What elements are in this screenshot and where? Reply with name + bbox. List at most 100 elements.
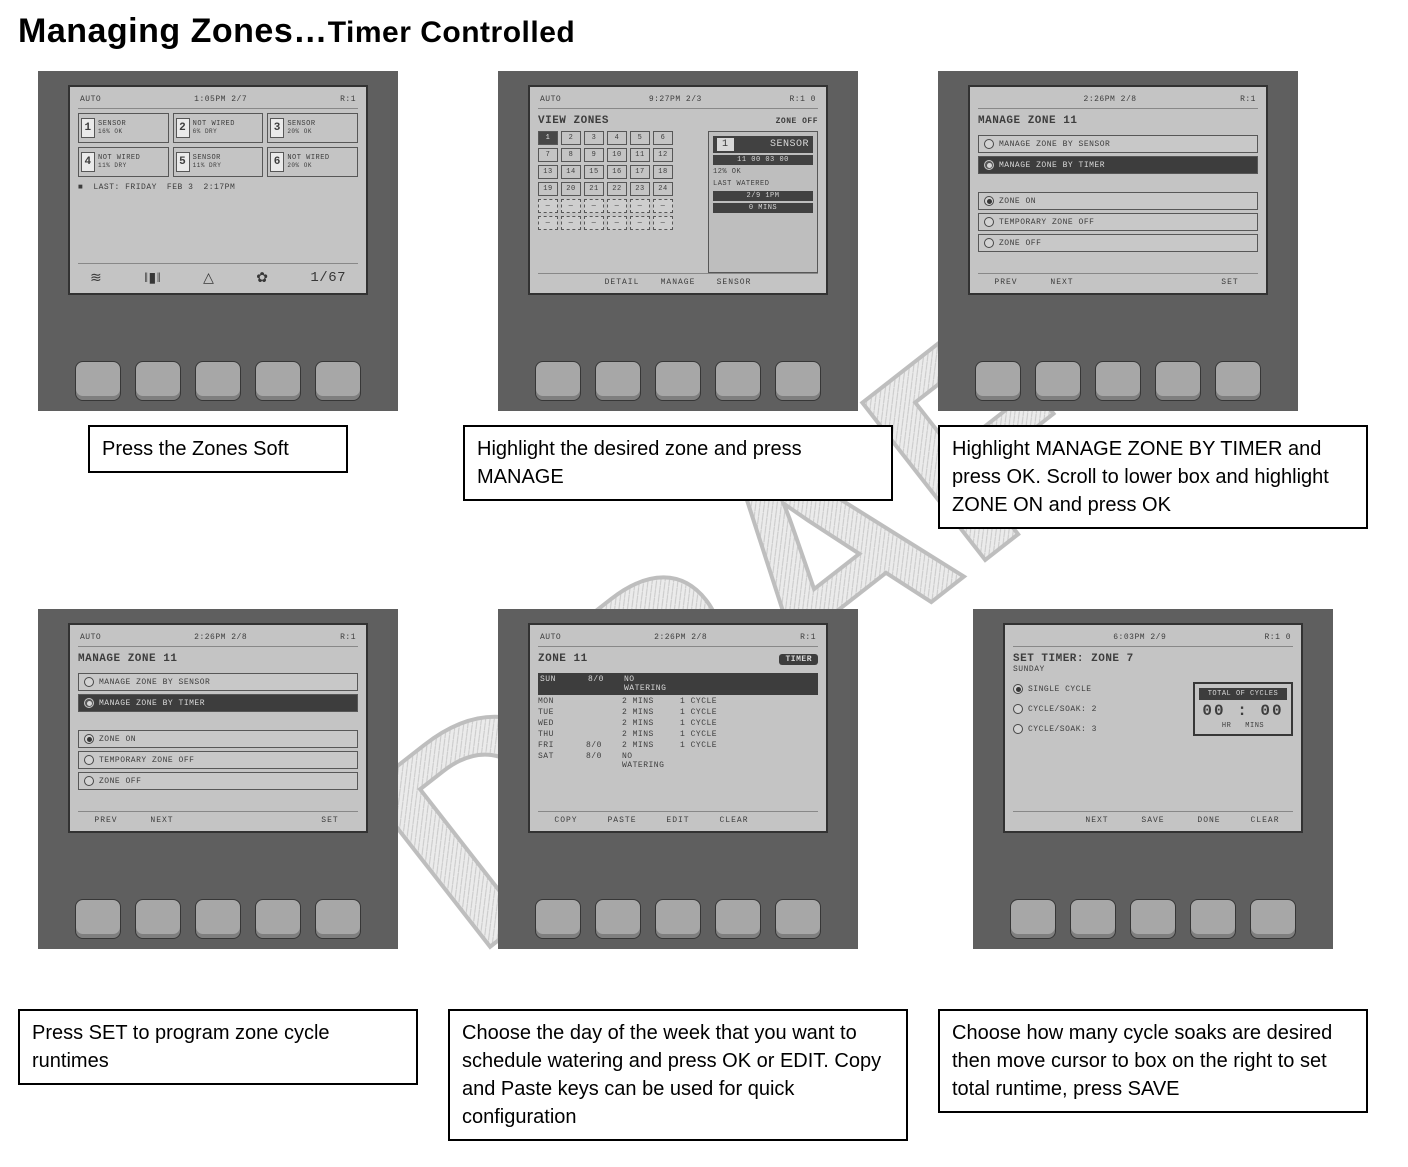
zone-cell[interactable]: 7 <box>538 148 558 162</box>
hardware-button[interactable] <box>715 361 761 401</box>
footer-icon[interactable]: ✿ <box>256 270 268 287</box>
zone-tile[interactable]: 1SENSOR16% OK <box>78 113 169 143</box>
zone-tile[interactable]: 3SENSOR20% OK <box>267 113 358 143</box>
hardware-button[interactable] <box>1155 361 1201 401</box>
hardware-button[interactable] <box>135 899 181 939</box>
zone-cell[interactable]: 22 <box>607 182 627 196</box>
cycle-option[interactable]: SINGLE CYCLE <box>1013 682 1183 696</box>
hardware-button[interactable] <box>595 899 641 939</box>
hardware-button[interactable] <box>535 899 581 939</box>
hardware-button[interactable] <box>1070 899 1116 939</box>
hardware-button[interactable] <box>1215 361 1261 401</box>
zone-cell[interactable]: 21 <box>584 182 604 196</box>
schedule-header[interactable]: SUN8/0NO WATERING <box>538 673 818 695</box>
hardware-button[interactable] <box>775 899 821 939</box>
zone-tile[interactable]: 6NOT WIRED20% OK <box>267 147 358 177</box>
zone-cell[interactable]: 2 <box>561 131 581 145</box>
schedule-row[interactable]: FRI8/02 MINS1 CYCLE <box>538 741 818 750</box>
manage-item[interactable]: ZONE ON <box>978 192 1258 210</box>
manage-item[interactable]: TEMPORARY ZONE OFF <box>78 751 358 769</box>
zone-cell[interactable]: 8 <box>561 148 581 162</box>
manage-item[interactable]: ZONE OFF <box>78 772 358 790</box>
zone-cell[interactable]: 12 <box>653 148 673 162</box>
hardware-button[interactable] <box>255 361 301 401</box>
hardware-button[interactable] <box>195 361 241 401</box>
footer-icon[interactable]: 1/67 <box>310 270 346 287</box>
hardware-button[interactable] <box>195 899 241 939</box>
hardware-button[interactable] <box>595 361 641 401</box>
hardware-button[interactable] <box>315 361 361 401</box>
softkey-label[interactable]: MANAGE <box>650 278 706 287</box>
softkey-label[interactable]: COPY <box>538 816 594 825</box>
hardware-button[interactable] <box>1190 899 1236 939</box>
hardware-button[interactable] <box>315 899 361 939</box>
zone-cell[interactable]: 23 <box>630 182 650 196</box>
schedule-row[interactable]: WED2 MINS1 CYCLE <box>538 719 818 728</box>
softkey-label[interactable]: DETAIL <box>594 278 650 287</box>
hardware-button[interactable] <box>1095 361 1141 401</box>
hardware-button[interactable] <box>655 361 701 401</box>
footer-icon[interactable]: ≋ <box>90 270 102 287</box>
manage-item[interactable]: MANAGE ZONE BY TIMER <box>978 156 1258 174</box>
zone-cell[interactable]: 24 <box>653 182 673 196</box>
softkey-label[interactable]: NEXT <box>134 816 190 825</box>
zone-cell[interactable]: 1 <box>538 131 558 145</box>
hardware-button[interactable] <box>1035 361 1081 401</box>
zone-cell[interactable]: 20 <box>561 182 581 196</box>
softkey-label[interactable]: PASTE <box>594 816 650 825</box>
hardware-button[interactable] <box>975 361 1021 401</box>
softkey-label[interactable]: NEXT <box>1034 278 1090 287</box>
hardware-button[interactable] <box>715 899 761 939</box>
hardware-button[interactable] <box>535 361 581 401</box>
zone-cell[interactable]: 4 <box>607 131 627 145</box>
softkey-label[interactable]: SET <box>1202 278 1258 287</box>
softkey-label[interactable]: NEXT <box>1069 816 1125 825</box>
hardware-button[interactable] <box>255 899 301 939</box>
zone-cell[interactable]: 3 <box>584 131 604 145</box>
softkey-label[interactable]: PREV <box>978 278 1034 287</box>
hardware-button[interactable] <box>1010 899 1056 939</box>
hardware-button[interactable] <box>1250 899 1296 939</box>
zone-cell[interactable]: 14 <box>561 165 581 179</box>
softkey-label[interactable]: CLEAR <box>1237 816 1293 825</box>
schedule-row[interactable]: SAT8/0NO WATERING <box>538 752 818 770</box>
zone-cell[interactable]: 6 <box>653 131 673 145</box>
hardware-button[interactable] <box>75 899 121 939</box>
zone-cell[interactable]: 11 <box>630 148 650 162</box>
softkey-label[interactable]: SAVE <box>1125 816 1181 825</box>
cycle-option[interactable]: CYCLE/SOAK: 2 <box>1013 702 1183 716</box>
zone-tile[interactable]: 5SENSOR11% DRY <box>173 147 264 177</box>
zone-cell[interactable]: 9 <box>584 148 604 162</box>
manage-item[interactable]: TEMPORARY ZONE OFF <box>978 213 1258 231</box>
zone-cell[interactable]: 17 <box>630 165 650 179</box>
softkey-label[interactable]: DONE <box>1181 816 1237 825</box>
zone-cell[interactable]: 13 <box>538 165 558 179</box>
manage-item[interactable]: ZONE ON <box>78 730 358 748</box>
softkey-label[interactable]: PREV <box>78 816 134 825</box>
total-time-box[interactable]: TOTAL OF CYCLES00 : 00HRMINS <box>1193 682 1293 736</box>
hardware-button[interactable] <box>75 361 121 401</box>
cycle-option[interactable]: CYCLE/SOAK: 3 <box>1013 722 1183 736</box>
schedule-row[interactable]: THU2 MINS1 CYCLE <box>538 730 818 739</box>
schedule-row[interactable]: MON2 MINS1 CYCLE <box>538 697 818 706</box>
zone-tile[interactable]: 2NOT WIRED6% DRY <box>173 113 264 143</box>
footer-icon[interactable]: △ <box>203 270 214 287</box>
zone-cell[interactable]: 16 <box>607 165 627 179</box>
manage-item[interactable]: MANAGE ZONE BY TIMER <box>78 694 358 712</box>
zone-cell[interactable]: 18 <box>653 165 673 179</box>
manage-item[interactable]: MANAGE ZONE BY SENSOR <box>978 135 1258 153</box>
hardware-button[interactable] <box>655 899 701 939</box>
softkey-label[interactable]: EDIT <box>650 816 706 825</box>
softkey-label[interactable]: CLEAR <box>706 816 762 825</box>
zone-cell[interactable]: 19 <box>538 182 558 196</box>
hardware-button[interactable] <box>135 361 181 401</box>
manage-item[interactable]: MANAGE ZONE BY SENSOR <box>78 673 358 691</box>
manage-item[interactable]: ZONE OFF <box>978 234 1258 252</box>
footer-icon[interactable]: ‖▮‖ <box>144 270 161 287</box>
softkey-label[interactable]: SET <box>302 816 358 825</box>
hardware-button[interactable] <box>775 361 821 401</box>
softkey-label[interactable]: SENSOR <box>706 278 762 287</box>
zone-cell[interactable]: 5 <box>630 131 650 145</box>
zone-cell[interactable]: 15 <box>584 165 604 179</box>
hardware-button[interactable] <box>1130 899 1176 939</box>
